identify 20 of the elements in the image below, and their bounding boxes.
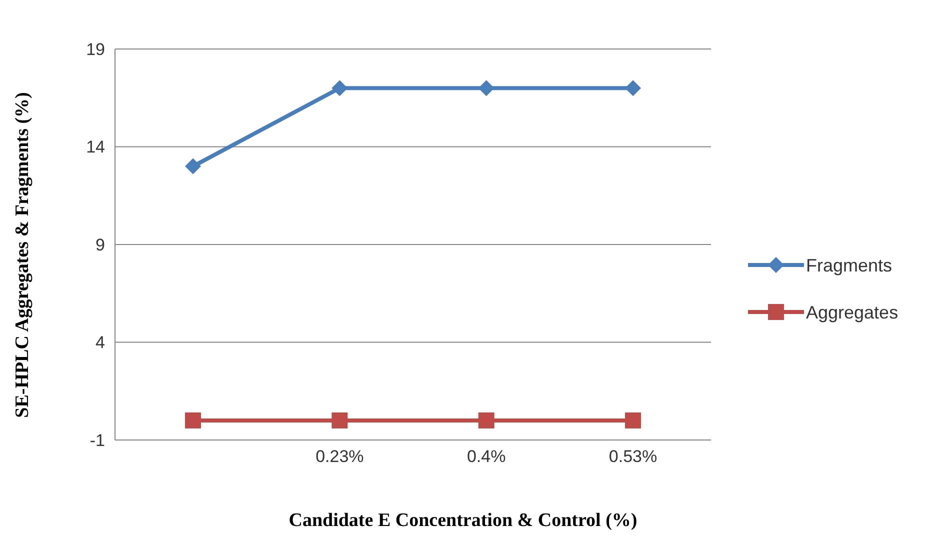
point (332, 80, 348, 96)
point (185, 158, 201, 174)
point (332, 412, 348, 428)
point (625, 412, 641, 428)
point (478, 80, 494, 96)
point (625, 80, 641, 96)
y-tick-label: -1 (90, 430, 105, 450)
y-tick-label: 14 (86, 138, 105, 157)
x-tick-label: 0.23% (316, 447, 364, 466)
x-tick-label: 0.53% (608, 447, 658, 466)
legend-label: Fragments (806, 255, 892, 276)
y-tick-label: 4 (96, 333, 105, 352)
legend-label: Aggregates (806, 302, 898, 322)
x-axis-title: Candidate E Concentration & Control (%) (288, 510, 638, 531)
y-tick-label: 19 (86, 40, 105, 59)
x-tick-label: 0.4% (466, 447, 506, 466)
point (185, 412, 201, 428)
y-tick-label: 9 (96, 235, 105, 254)
point (478, 412, 494, 428)
y-axis-title: SE-HPLC Aggregates & Fragments (%) (12, 92, 33, 418)
